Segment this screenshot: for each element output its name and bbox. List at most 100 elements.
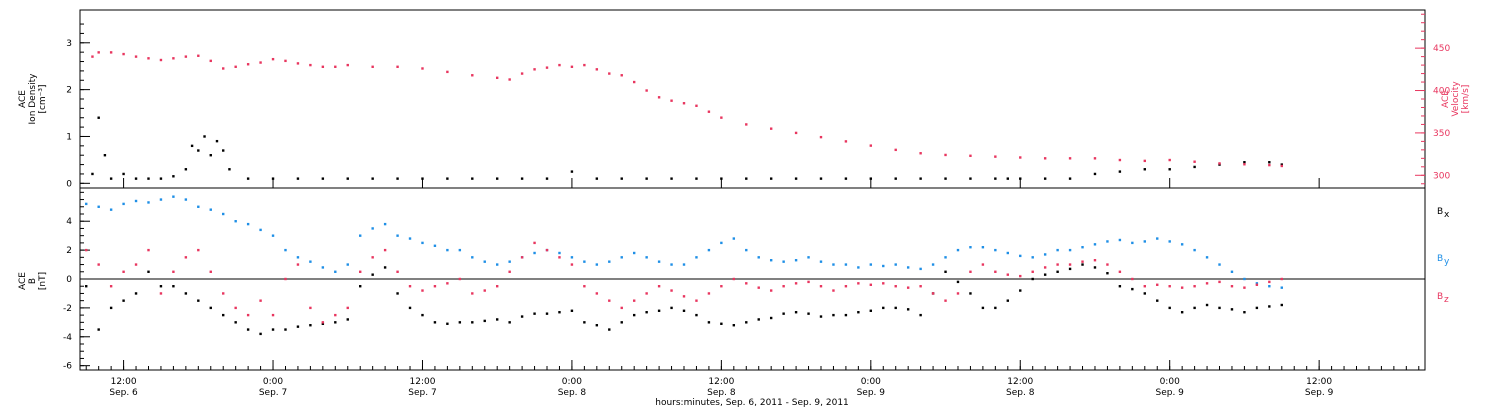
ylabel-bottom-line2: B [28,278,38,284]
b-point-bx-41 [595,324,599,327]
b-point-by-58 [807,256,810,259]
b-point-by-61 [844,263,848,266]
plasma-point-1-58 [1043,157,1047,160]
plasma-point-0-9 [184,168,188,171]
ytick-label-left-0: 0 [66,179,72,189]
b-point-by-15 [271,234,275,237]
b-point-bz-13 [246,313,250,317]
b-point-bx-27 [421,313,424,317]
b-point-by-59 [819,260,823,263]
b-point-by-24 [383,222,387,226]
plasma-point-0-45 [944,177,947,180]
ylabel-right-line3: [km/s] [1461,85,1471,114]
b-point-bz-11 [222,292,225,295]
b-point-bx-29 [446,322,449,325]
b-point-bz-53 [745,282,748,285]
b-point-bz-37 [545,248,549,252]
b-point-bz-39 [570,263,574,266]
b-point-bz-85 [1143,285,1146,288]
b-point-bx-85 [1143,292,1146,295]
b-point-by-47 [670,263,673,266]
magnetic-marks [85,195,1283,336]
b-point-bz-19 [321,321,325,324]
b-point-by-25 [396,234,399,237]
b-point-bx-82 [1106,272,1109,275]
b-point-by-44 [632,251,636,255]
b-point-bx-80 [1081,263,1084,266]
plasma-point-1-43 [695,104,698,107]
plasma-point-1-35 [595,68,599,71]
b-point-by-16 [284,248,287,252]
ylabel-bottom-line3: [nT] [38,272,48,290]
b-point-bx-76 [1031,277,1034,281]
b-point-bz-67 [919,285,922,288]
plasma-point-1-50 [844,140,848,143]
b-point-bz-63 [869,283,873,286]
plasma-point-1-63 [1168,158,1171,162]
plasma-point-0-16 [228,168,231,171]
b-point-bx-88 [1180,311,1184,314]
xtick-label-2: 12:00 [410,377,436,387]
plasma-point-0-33 [645,177,648,180]
plasma-marks [91,51,1283,180]
b-point-by-75 [1019,254,1022,258]
b-point-bx-36 [533,312,536,315]
plasma-point-1-13 [246,63,250,66]
ytick-label-left-2: 2 [66,86,72,96]
b-point-bx-14 [259,332,262,336]
b-point-bz-76 [1031,270,1034,273]
legend-y: B [1437,254,1443,264]
b-point-bz-89 [1193,285,1196,288]
plasma-point-0-32 [620,177,623,180]
b-point-bx-13 [246,328,250,331]
b-point-bz-41 [595,292,599,295]
plasma-point-1-65 [1218,162,1221,165]
b-point-by-63 [869,263,873,266]
b-point-bx-33 [495,318,499,321]
b-point-by-88 [1180,243,1184,246]
plasma-point-0-38 [769,177,773,180]
b-point-bx-19 [321,322,325,325]
b-point-bz-47 [670,289,673,292]
ylabel-top-line2: Ion Density [28,73,38,125]
b-point-bz-96 [1280,277,1283,281]
plasma-point-0-28 [520,177,524,180]
plasma-point-1-51 [869,144,873,147]
b-point-bz-46 [657,285,661,288]
ylabel-top-line1: ACE [18,90,28,108]
plasma-point-1-19 [321,65,325,68]
plasma-point-1-66 [1243,163,1246,166]
b-point-by-7 [172,195,175,198]
b-point-bx-31 [471,321,474,324]
b-point-by-85 [1143,240,1146,243]
b-point-by-39 [570,256,574,259]
b-point-by-18 [309,260,312,263]
b-point-bz-78 [1056,263,1059,266]
plasma-point-1-31 [545,66,549,69]
b-point-by-73 [994,248,997,252]
plasma-point-0-0 [91,172,94,176]
b-point-bx-4 [134,292,138,295]
plasma-point-1-57 [1019,156,1022,159]
plasma-point-0-53 [1118,170,1122,173]
b-point-by-36 [533,251,536,255]
b-point-bz-4 [134,263,138,266]
b-point-bz-82 [1106,263,1109,266]
plasma-point-1-60 [1093,157,1097,160]
b-point-bx-0 [85,285,88,288]
legend-sub-x: x [1444,210,1450,220]
plasma-point-0-54 [1143,168,1146,171]
xtick-sublabel-3: Sep. 8 [558,388,587,398]
ylabel-top-line3: [cm⁻³] [38,84,48,113]
plasma-point-0-36 [720,177,723,180]
plasma-point-0-43 [894,177,897,180]
ytick-label-bottom-3: 0 [66,275,72,285]
plasma-point-0-44 [919,177,922,180]
b-point-bx-32 [483,319,486,323]
b-point-bz-32 [483,289,486,292]
b-point-bx-84 [1131,287,1134,291]
ylabel-right-line1: ACE [1441,90,1451,108]
b-point-bx-63 [869,309,873,312]
b-point-by-26 [408,237,412,240]
